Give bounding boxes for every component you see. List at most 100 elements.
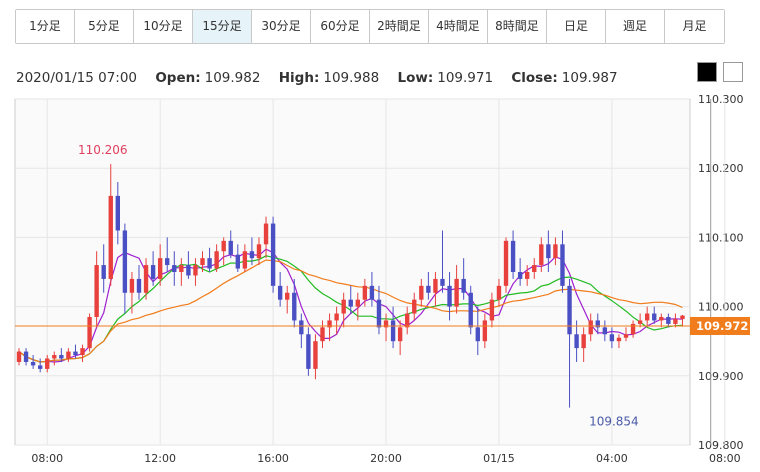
candle-body <box>630 323 636 335</box>
ma-long-line <box>18 259 683 363</box>
candle-body <box>666 316 671 324</box>
candle-body <box>108 195 113 279</box>
candle-body <box>16 351 22 362</box>
candle-body <box>45 358 50 369</box>
candle-body <box>23 351 29 362</box>
candle-body <box>320 327 325 342</box>
candle-body <box>207 258 212 269</box>
candle-body <box>242 251 248 269</box>
candle-body <box>595 320 600 328</box>
x-tick-label: 16:00 <box>257 452 289 465</box>
tab-4[interactable]: 15分足 <box>193 10 252 43</box>
candle-body <box>292 292 297 321</box>
tab-8[interactable]: 4時間足 <box>429 10 488 43</box>
candle-body <box>101 265 106 279</box>
candle-body <box>299 320 304 335</box>
candlestick-chart[interactable]: 110.300 110.200 110.100 110.000 109.900 109.8… <box>0 94 760 472</box>
x-tick-label: 08:00 <box>709 452 741 465</box>
candle-body <box>412 299 417 314</box>
candle-body <box>214 251 219 269</box>
candle-body <box>503 240 509 286</box>
tab-9[interactable]: 8時間足 <box>488 10 547 43</box>
candle-body <box>637 320 643 324</box>
tab-7[interactable]: 2時間足 <box>370 10 429 43</box>
tab-6[interactable]: 60分足 <box>311 10 370 43</box>
candle-body <box>652 313 657 321</box>
candle-body <box>87 316 92 349</box>
candle-body <box>468 292 473 328</box>
dark-theme-button[interactable] <box>697 62 717 82</box>
candle-body <box>200 258 205 266</box>
plot-area <box>14 98 691 446</box>
candle-body <box>532 265 537 272</box>
low-value: 109.971 <box>437 70 494 86</box>
light-theme-button[interactable] <box>723 62 743 82</box>
candle-body <box>426 285 431 293</box>
candle-body <box>37 365 43 369</box>
candle-body <box>623 334 629 338</box>
candle-body <box>539 244 544 266</box>
candle-body <box>157 258 163 279</box>
candle-body <box>362 285 368 300</box>
tab-2[interactable]: 5分足 <box>75 10 134 43</box>
x-tick-label: 20:00 <box>370 452 402 465</box>
candle-body <box>165 258 170 266</box>
open-value: 109.982 <box>204 70 261 86</box>
y-tick-label: 110.100 <box>698 231 744 244</box>
high-annotation: 110.206 <box>78 143 128 157</box>
candle-body <box>249 251 255 259</box>
candle-body <box>433 278 438 293</box>
candle-body <box>390 320 396 342</box>
candle-body <box>616 337 622 342</box>
candle-body <box>150 265 156 279</box>
candle-body <box>383 320 389 328</box>
candle-body <box>673 319 678 324</box>
candle-body <box>256 244 262 259</box>
tab-12[interactable]: 月足 <box>665 10 724 43</box>
tab-3[interactable]: 10分足 <box>134 10 193 43</box>
y-tick-label: 110.200 <box>698 162 744 175</box>
tab-10[interactable]: 日足 <box>547 10 606 43</box>
candle-body <box>186 265 191 276</box>
candle-body <box>172 265 177 272</box>
candle-body <box>489 299 495 321</box>
candle-body <box>475 327 480 342</box>
candle-body <box>454 278 459 307</box>
candle-body <box>461 278 466 293</box>
candle-body <box>440 278 445 286</box>
candle-body <box>574 334 579 349</box>
candle-body <box>369 285 375 300</box>
low-label: Low: <box>397 70 434 86</box>
y-tick-label: 110.000 <box>698 301 744 314</box>
tab-11[interactable]: 週足 <box>606 10 665 43</box>
candle-body <box>73 351 78 356</box>
low-annotation: 109.854 <box>589 415 639 429</box>
candle-body <box>122 230 128 293</box>
candle-body <box>405 313 410 328</box>
candle-body <box>179 265 184 272</box>
candle-body <box>341 299 346 314</box>
tab-1[interactable]: 1分足 <box>16 10 75 43</box>
candle-body <box>553 244 558 259</box>
candle-body <box>270 223 276 286</box>
candle-body <box>581 334 586 349</box>
candle-body <box>510 240 516 272</box>
candle-body <box>348 299 353 307</box>
candle-body <box>235 254 240 269</box>
candle-body <box>560 244 565 286</box>
close-value: 109.987 <box>561 70 618 86</box>
candle-body <box>644 313 650 321</box>
candle-body <box>94 265 99 317</box>
candle-body <box>546 244 551 259</box>
tab-5[interactable]: 30分足 <box>252 10 311 43</box>
candle-body <box>517 272 523 279</box>
candle-body <box>609 334 615 342</box>
x-tick-label: 04:00 <box>596 452 628 465</box>
candle-body <box>263 223 269 245</box>
candle-body <box>143 265 149 293</box>
candle-body <box>447 285 452 307</box>
candle-body <box>482 320 488 342</box>
candle-body <box>66 351 71 359</box>
ohlc-readout: 2020/01/15 07:00 Open: 109.982 High: 109.9… <box>16 70 618 86</box>
open-label: Open: <box>155 70 201 86</box>
